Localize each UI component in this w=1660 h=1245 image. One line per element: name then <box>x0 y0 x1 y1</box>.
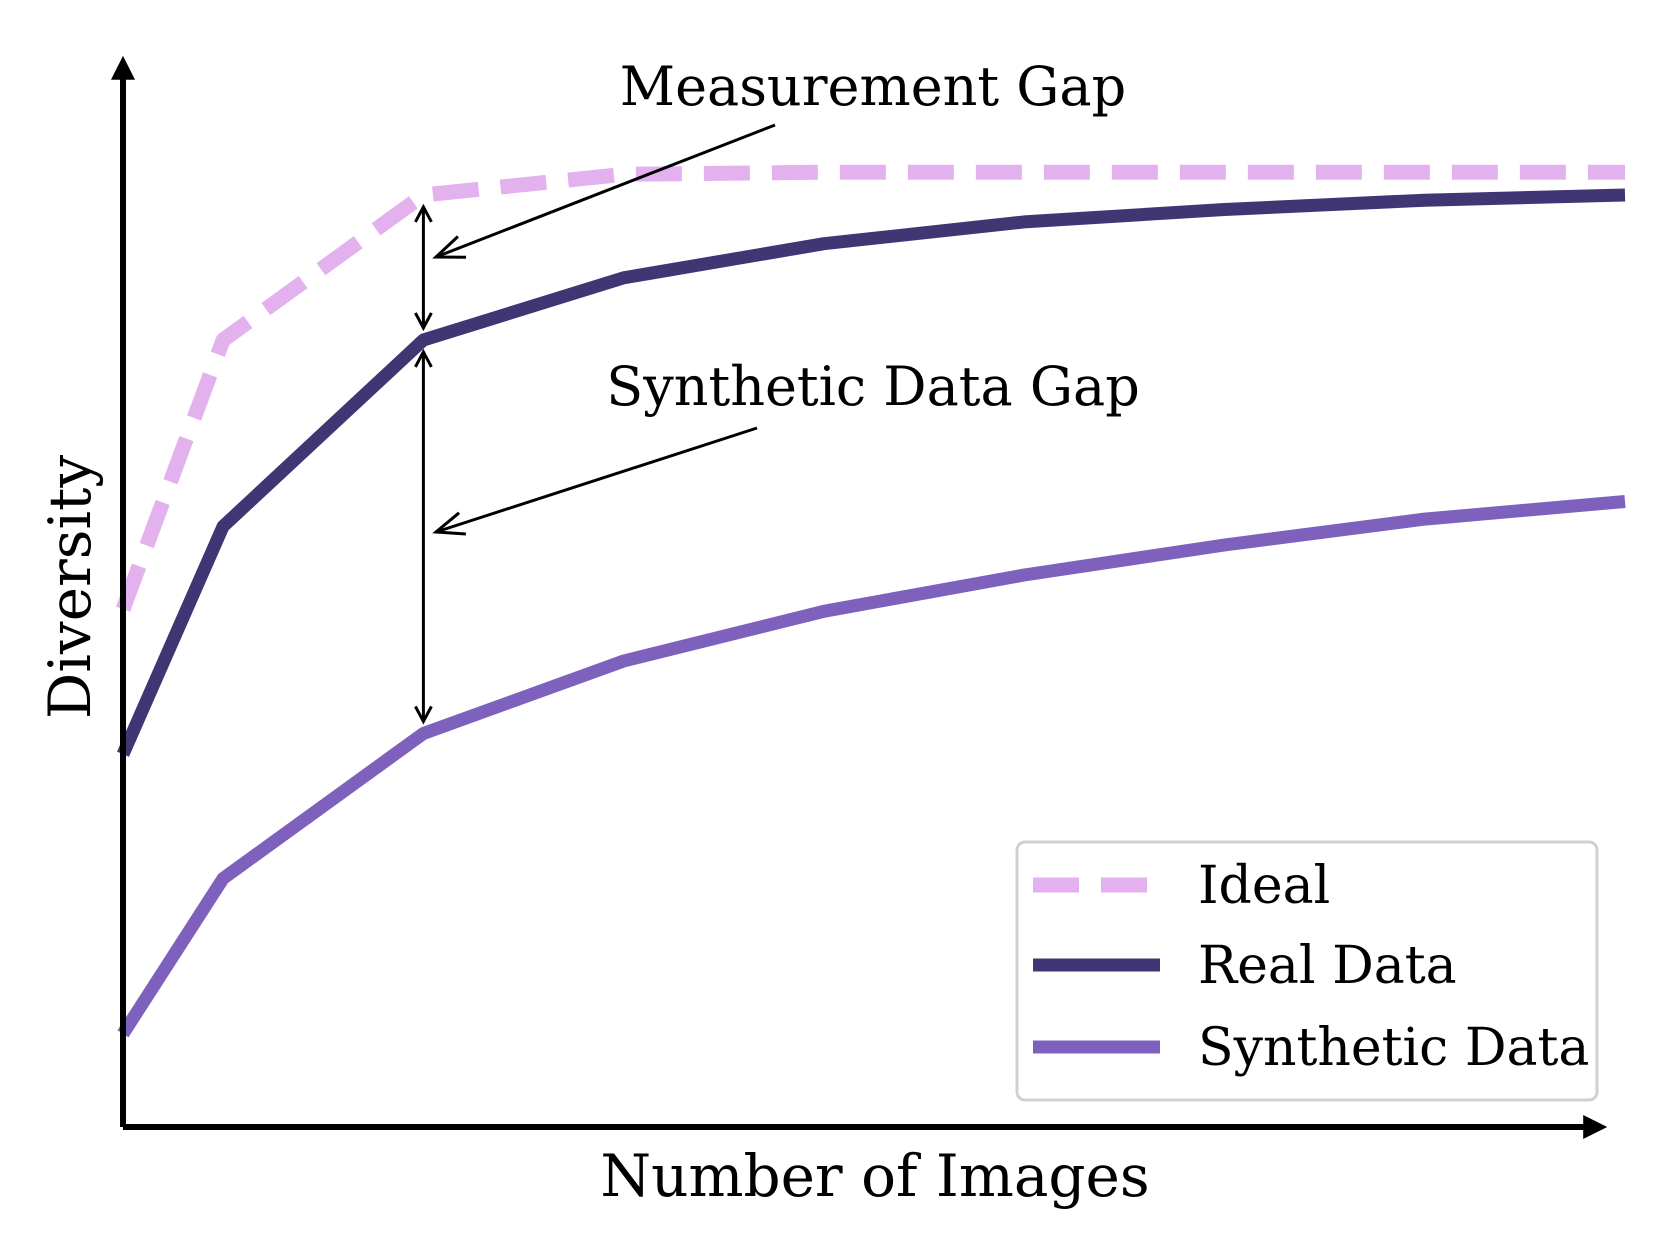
legend-label-ideal: Ideal <box>1198 856 1330 916</box>
gap-arrowhead-bottom-synthetic <box>414 705 433 725</box>
legend-label-synthetic-data: Synthetic Data <box>1198 1018 1589 1078</box>
legend-label-real-data: Real Data <box>1198 936 1457 996</box>
gap-arrowhead-bottom-measurement <box>414 312 433 332</box>
annotation-label-measurement: Measurement Gap <box>620 55 1126 118</box>
series-line-real-data <box>117 188 1626 757</box>
callout-pointer-head-synthetic <box>432 511 467 536</box>
callout-pointer-measurement <box>435 123 776 259</box>
annotation-label-synthetic: Synthetic Data Gap <box>606 355 1140 418</box>
annotation-layer: Measurement Gap Synthetic Data Gap <box>414 55 1140 725</box>
gap-arrowhead-top-synthetic <box>414 348 433 368</box>
y-axis-label: Diversity <box>36 455 104 719</box>
x-axis-label: Number of Images <box>600 1142 1149 1210</box>
legend: Ideal Real Data Synthetic Data <box>1015 840 1599 1102</box>
series-line-synthetic-data <box>117 495 1626 1038</box>
legend-frame <box>1015 840 1599 1102</box>
callout-pointer-head-measurement <box>432 235 467 259</box>
series-line-ideal <box>115 164 1625 612</box>
callout-pointer-synthetic <box>435 426 758 534</box>
axes <box>111 55 1608 1139</box>
series-layer <box>115 164 1626 1038</box>
gap-arrowhead-top-measurement <box>414 203 433 223</box>
